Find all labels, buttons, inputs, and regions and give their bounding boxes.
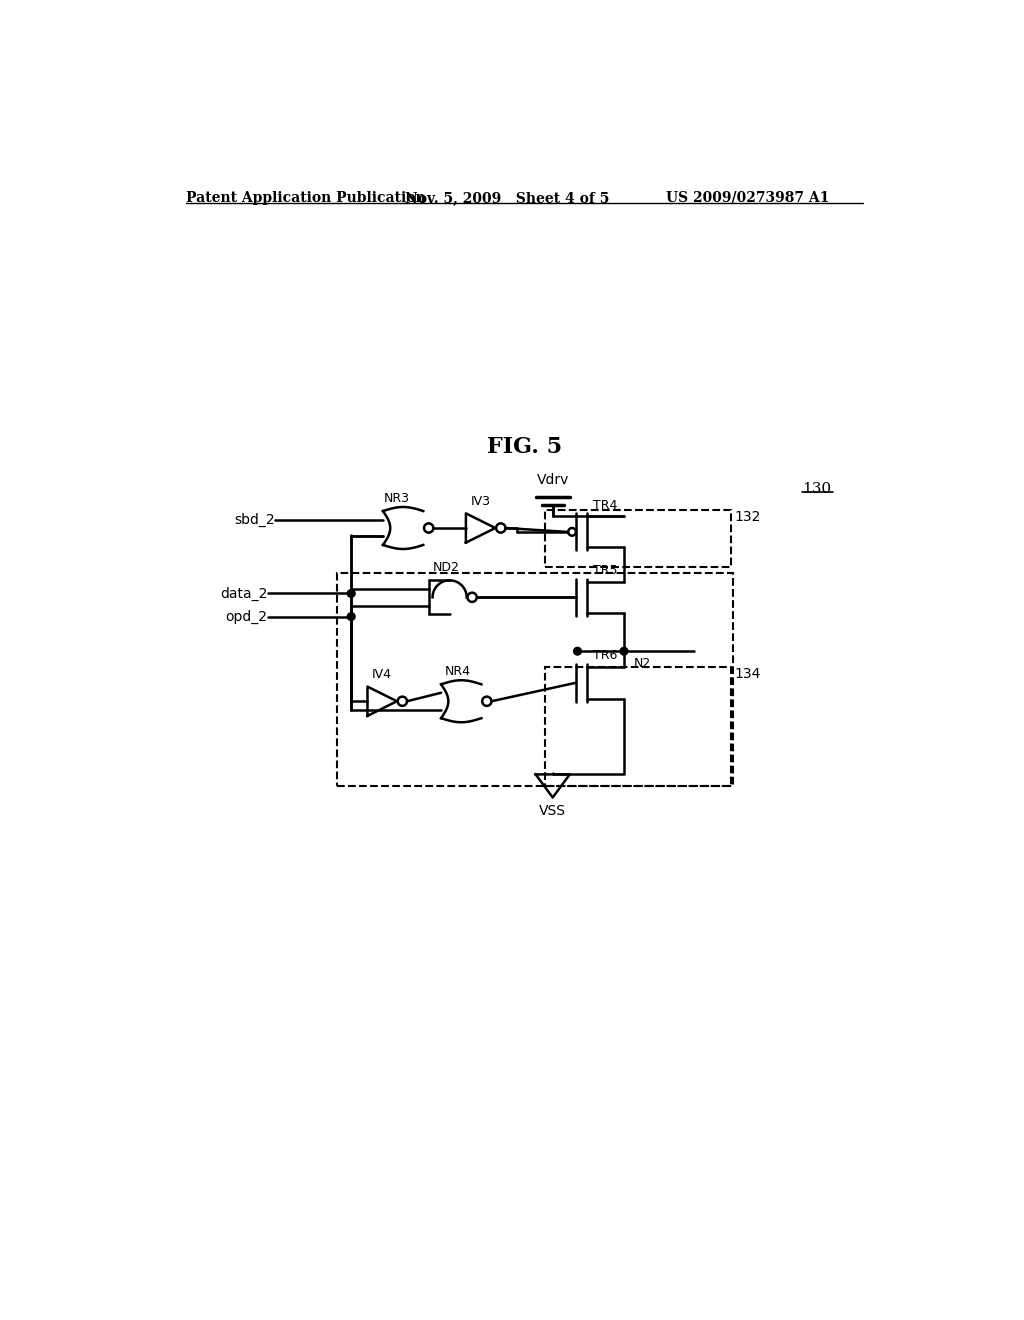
Text: data_2: data_2 (220, 586, 267, 601)
Bar (337, 573, 732, 785)
Text: TR4: TR4 (593, 499, 617, 512)
Circle shape (347, 590, 355, 597)
Text: 130: 130 (802, 482, 831, 496)
Circle shape (621, 647, 628, 655)
Text: VSS: VSS (540, 804, 566, 817)
Text: Vdrv: Vdrv (537, 473, 569, 487)
Text: IV4: IV4 (372, 668, 392, 681)
Text: IV3: IV3 (471, 495, 490, 508)
Text: sbd_2: sbd_2 (234, 512, 275, 527)
Text: Patent Application Publication: Patent Application Publication (186, 191, 426, 205)
Text: 134: 134 (734, 667, 761, 681)
Text: NR3: NR3 (384, 492, 410, 506)
Circle shape (347, 612, 355, 620)
Text: ND2: ND2 (432, 561, 459, 574)
Text: N2: N2 (633, 657, 650, 671)
Text: Nov. 5, 2009   Sheet 4 of 5: Nov. 5, 2009 Sheet 4 of 5 (406, 191, 610, 205)
Text: 132: 132 (734, 511, 761, 524)
Text: TR5: TR5 (593, 564, 617, 577)
Text: TR6: TR6 (593, 649, 617, 663)
Circle shape (573, 647, 582, 655)
Text: FIG. 5: FIG. 5 (487, 436, 562, 458)
Bar (545, 511, 731, 566)
Text: opd_2: opd_2 (225, 610, 267, 623)
Text: US 2009/0273987 A1: US 2009/0273987 A1 (666, 191, 829, 205)
Text: NR4: NR4 (444, 665, 470, 678)
Bar (545, 667, 731, 785)
